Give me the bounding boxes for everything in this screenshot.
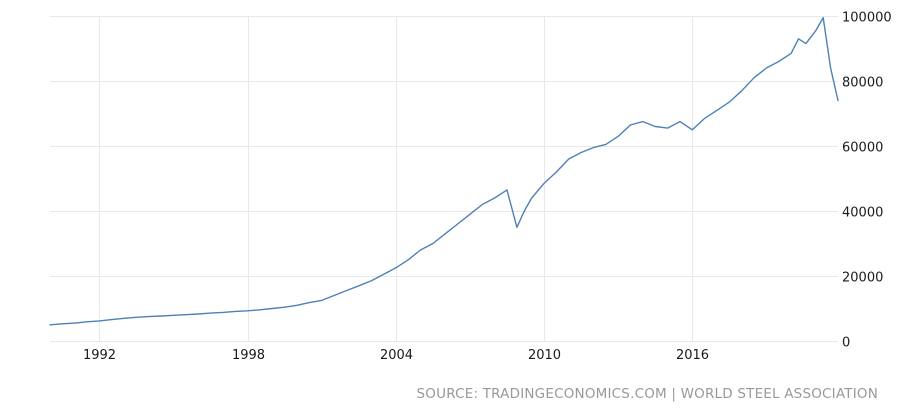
series-layer (49, 16, 839, 326)
gridlines (50, 16, 838, 342)
x-tick-label: 2010 (528, 348, 561, 363)
x-tick-label: 1992 (83, 348, 116, 363)
x-tick-label: 2016 (676, 348, 709, 363)
x-tick-label: 1998 (232, 348, 265, 363)
x-tick-label: 2004 (380, 348, 413, 363)
y-tick-label: 40000 (842, 206, 883, 221)
y-axis-labels: 0 20000 40000 60000 80000 100000 (842, 11, 892, 351)
series-line (49, 16, 839, 326)
y-tick-label: 80000 (842, 76, 883, 91)
x-axis-labels: 1992 1998 2004 2010 2016 (83, 348, 709, 363)
y-tick-label: 100000 (842, 11, 892, 26)
source-label: SOURCE: TRADINGECONOMICS.COM | WORLD STE… (417, 386, 878, 402)
y-tick-label: 60000 (842, 141, 883, 156)
y-tick-label: 0 (842, 336, 850, 351)
y-tick-label: 20000 (842, 271, 883, 286)
